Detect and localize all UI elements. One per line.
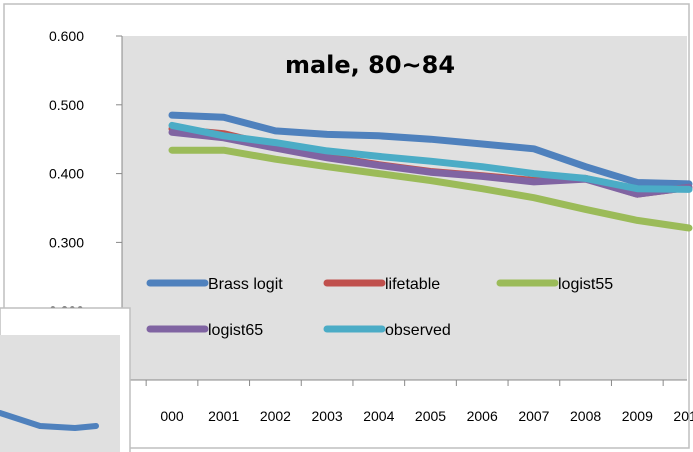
legend-label-logist65: logist65 <box>208 322 263 339</box>
legend-label-brass-logit: Brass logit <box>208 276 283 293</box>
inset-plot-area <box>0 335 120 452</box>
x-tick-label: 2002 <box>260 408 291 424</box>
x-tick-label: 2007 <box>518 408 549 424</box>
x-tick-label: 000 <box>160 408 184 424</box>
x-tick-label: 2010 <box>673 408 693 424</box>
legend-label-lifetable: lifetable <box>385 276 440 293</box>
x-tick-label: 2004 <box>363 408 394 424</box>
legend-label-logist55: logist55 <box>558 276 613 293</box>
x-tick-label: 2008 <box>570 408 601 424</box>
x-tick-label: 2003 <box>312 408 343 424</box>
x-tick-label: 2006 <box>467 408 498 424</box>
x-tick-label: 2009 <box>622 408 653 424</box>
chart-title: male, 80~84 <box>285 51 455 79</box>
x-tick-label: 2005 <box>415 408 446 424</box>
y-tick-label: 0.400 <box>49 166 84 182</box>
y-tick-label: 0.500 <box>49 97 84 113</box>
inset-chart <box>0 308 130 452</box>
legend-label-observed: observed <box>385 322 451 339</box>
y-tick-label: 0.600 <box>49 28 84 44</box>
x-tick-label: 2001 <box>208 408 239 424</box>
y-tick-label: 0.300 <box>49 234 84 250</box>
